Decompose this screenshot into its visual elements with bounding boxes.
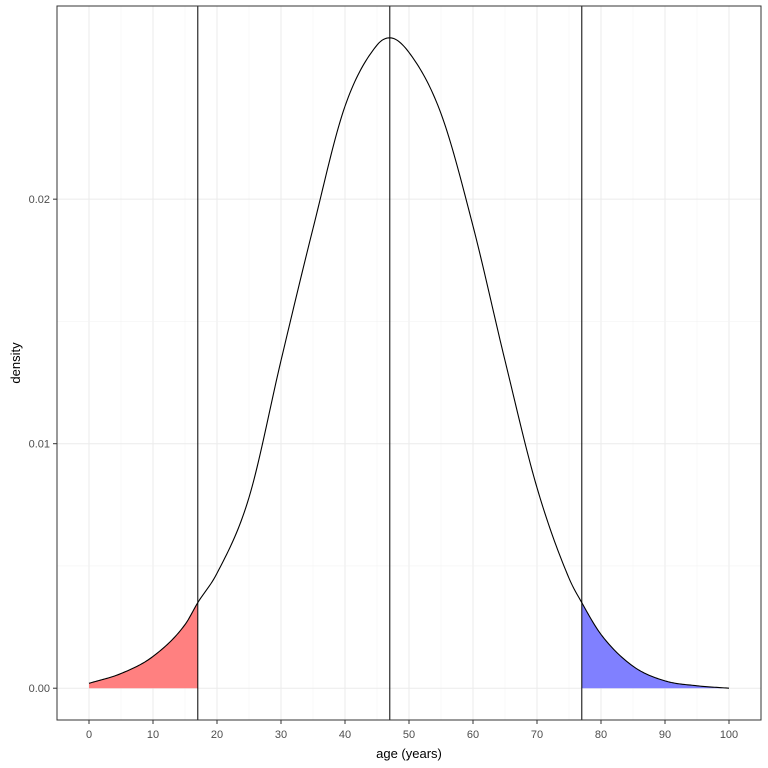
shaded-areas [89, 602, 729, 689]
grid-layer [57, 6, 761, 720]
x-axis-ticks: 0 10 20 30 40 50 60 70 80 90 100 [86, 720, 738, 741]
density-curve [88, 37, 730, 689]
x-tick-label: 70 [531, 729, 543, 741]
y-tick-label: 0.02 [29, 194, 50, 206]
x-tick-label: 90 [659, 729, 671, 741]
x-tick-label: 80 [595, 729, 607, 741]
y-tick-label: 0.01 [29, 439, 50, 451]
density-curve-layer [88, 37, 730, 689]
x-tick-label: 0 [86, 729, 92, 741]
x-tick-label: 40 [339, 729, 351, 741]
y-tick-label: 0.00 [29, 683, 50, 695]
x-tick-label: 30 [275, 729, 287, 741]
shaded-tail-region [89, 602, 198, 689]
x-tick-label: 10 [147, 729, 159, 741]
x-tick-label: 50 [403, 729, 415, 741]
x-tick-label: 100 [720, 729, 738, 741]
vertical-lines [197, 6, 583, 720]
x-axis-title: age (years) [376, 746, 442, 761]
x-tick-label: 60 [467, 729, 479, 741]
x-tick-label: 20 [211, 729, 223, 741]
y-axis-ticks: 0.00 0.01 0.02 [29, 194, 57, 695]
y-axis-title: density [8, 342, 23, 384]
shaded-tail-region [581, 602, 729, 689]
